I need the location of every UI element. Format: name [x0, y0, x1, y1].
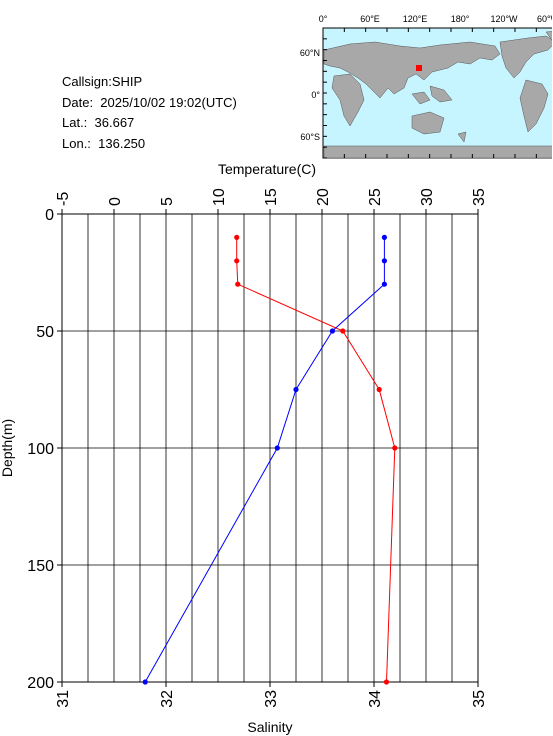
longitude-text: Lon.: 136.250 [62, 135, 146, 151]
map-lat-label: 60°S [300, 132, 320, 142]
salinity-point [329, 328, 335, 334]
land-shape [411, 91, 431, 105]
map-ticks [322, 27, 537, 159]
temperature-tick-label: 0 [107, 197, 124, 206]
depth-axis-label: Depth(m) [0, 419, 15, 477]
temperature-point [392, 445, 398, 451]
salinity-tick-label: 35 [471, 690, 488, 708]
temperature-point [383, 679, 390, 685]
map-lon-label: 120°W [490, 14, 518, 24]
salinity-point [381, 234, 387, 240]
temperature-point [234, 234, 240, 240]
salinity-tick-label: 31 [55, 690, 72, 708]
map-lon-label: 60°W [537, 14, 552, 24]
latitude-text: Lat.: 36.667 [62, 115, 135, 130]
land-shape [323, 145, 552, 159]
temperature-tick-label: 35 [471, 188, 488, 206]
land-shape [457, 131, 467, 143]
map-lat-label: 0° [311, 90, 320, 100]
land-shape [411, 111, 445, 135]
temperature-tick-label: 25 [367, 188, 384, 206]
salinity-point [293, 386, 299, 393]
temperature-point [376, 386, 382, 393]
depth-axis: 0 50 100 150 200 [27, 207, 62, 692]
temperature-tick-label: 10 [211, 188, 228, 206]
salinity-point [274, 445, 280, 451]
temperature-tick-label: 15 [263, 188, 280, 206]
land-shape [545, 31, 552, 41]
chart-series [142, 234, 398, 685]
temperature-tick-label: 30 [419, 188, 436, 206]
salinity-axis: 31 32 33 34 35 [55, 682, 488, 708]
map-land [323, 31, 552, 159]
map-lon-label: 60°E [360, 14, 380, 24]
map-lon-label: 120°E [403, 14, 428, 24]
depth-tick-label: 50 [36, 324, 54, 341]
temperature-point [235, 281, 241, 287]
land-shape [331, 73, 365, 127]
depth-tick-label: 0 [45, 207, 54, 224]
salinity-axis-label: Salinity [247, 719, 292, 735]
salinity-line [144, 237, 385, 683]
land-shape [429, 85, 453, 103]
map-lon-label: 0° [319, 14, 328, 24]
depth-tick-label: 100 [27, 441, 54, 458]
temperature-tick-label: -5 [55, 192, 72, 206]
date-text: Date: 2025/10/02 19:02(UTC) [62, 94, 237, 110]
temperature-axis-label: Temperature(C) [218, 161, 316, 177]
salinity-tick-label: 34 [367, 690, 384, 708]
salinity-point [142, 679, 148, 685]
temperature-tick-label: 5 [159, 197, 176, 206]
land-shape [323, 41, 501, 99]
salinity-tick-label: 33 [263, 690, 280, 708]
callsign-text: Callsign:SHIP [62, 74, 143, 89]
salinity-tick-label: 32 [159, 690, 176, 708]
temperature-tick-label: 20 [315, 188, 332, 206]
salinity-point [381, 258, 387, 264]
chart-grid [61, 214, 479, 682]
temperature-line [236, 237, 396, 683]
temperature-axis: -5 0 5 10 15 20 25 30 35 [55, 188, 488, 214]
map-lat-label: 60°N [300, 48, 320, 58]
land-shape [519, 79, 549, 133]
salinity-point [381, 281, 387, 287]
map-lon-label: 180° [451, 14, 470, 24]
station-info: Callsign:SHIP Date: 2025/10/02 19:02(UTC… [62, 72, 237, 154]
land-shape [499, 35, 552, 79]
depth-tick-label: 200 [27, 675, 54, 692]
temperature-point [340, 328, 346, 334]
temperature-point [234, 258, 240, 264]
depth-tick-label: 150 [27, 558, 54, 575]
station-marker [416, 65, 422, 71]
